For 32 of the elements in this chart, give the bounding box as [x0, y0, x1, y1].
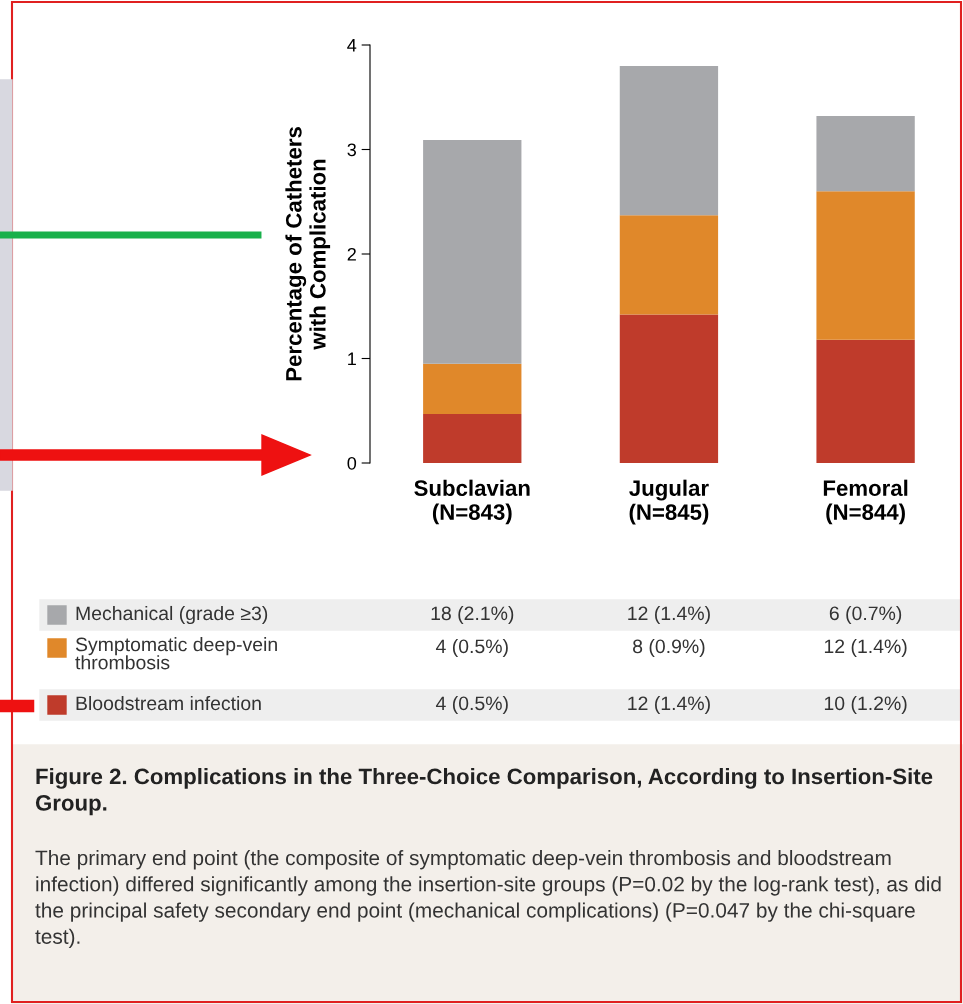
bar — [423, 140, 522, 364]
bar — [423, 413, 522, 463]
text: Figure 2. Complications in the Three-Choice Comparison, According to Insertion-Site Group. — [35, 768, 933, 816]
bar — [619, 65, 719, 216]
bar — [816, 339, 915, 463]
legend-label: Mechanical (grade ≥3) — [76, 605, 268, 625]
y-tick-label: 2 — [347, 247, 356, 261]
bar — [619, 215, 719, 315]
data-label: 4 (0.5%) — [435, 695, 508, 715]
x-tick-label: Femoral (N=844) — [823, 479, 908, 525]
legend-label: Symptomatic deep-vein thrombosis — [75, 637, 277, 670]
bar — [619, 314, 719, 463]
data-label: 10 (1.2%) — [824, 695, 907, 715]
data-label: 12 (1.4%) — [628, 695, 710, 715]
bar — [816, 116, 915, 192]
y-axis-title: Percentage of Catheters with Complication — [285, 127, 331, 381]
bar — [423, 363, 522, 414]
x-tick-label: Subclavian (N=843) — [414, 479, 530, 525]
text: The primary end point (the composite of symptomatic deep-vein thrombosis and bloodstream infection) differed significantly among the insertion-site groups (P=0.02 by the log-rank test), as did the principal safety secondary end point (mechanical complications) (P=0.047 by the chi-square test). — [35, 850, 941, 949]
data-label: 8 (0.9%) — [633, 638, 705, 658]
y-tick-label: 1 — [348, 352, 356, 366]
y-tick-label: 3 — [347, 143, 357, 157]
data-label: 4 (0.5%) — [435, 638, 508, 658]
data-label: 12 (1.4%) — [824, 638, 907, 658]
data-label: 18 (2.1%) — [431, 605, 514, 625]
data-label: 12 (1.4%) — [628, 605, 710, 625]
x-tick-label: Jugular (N=845) — [629, 479, 709, 525]
y-tick-label: 0 — [347, 456, 357, 470]
data-label: 6 (0.7%) — [829, 605, 902, 625]
y-tick-label: 4 — [347, 39, 357, 52]
legend-label: Bloodstream infection — [76, 695, 261, 711]
bar — [816, 191, 915, 340]
